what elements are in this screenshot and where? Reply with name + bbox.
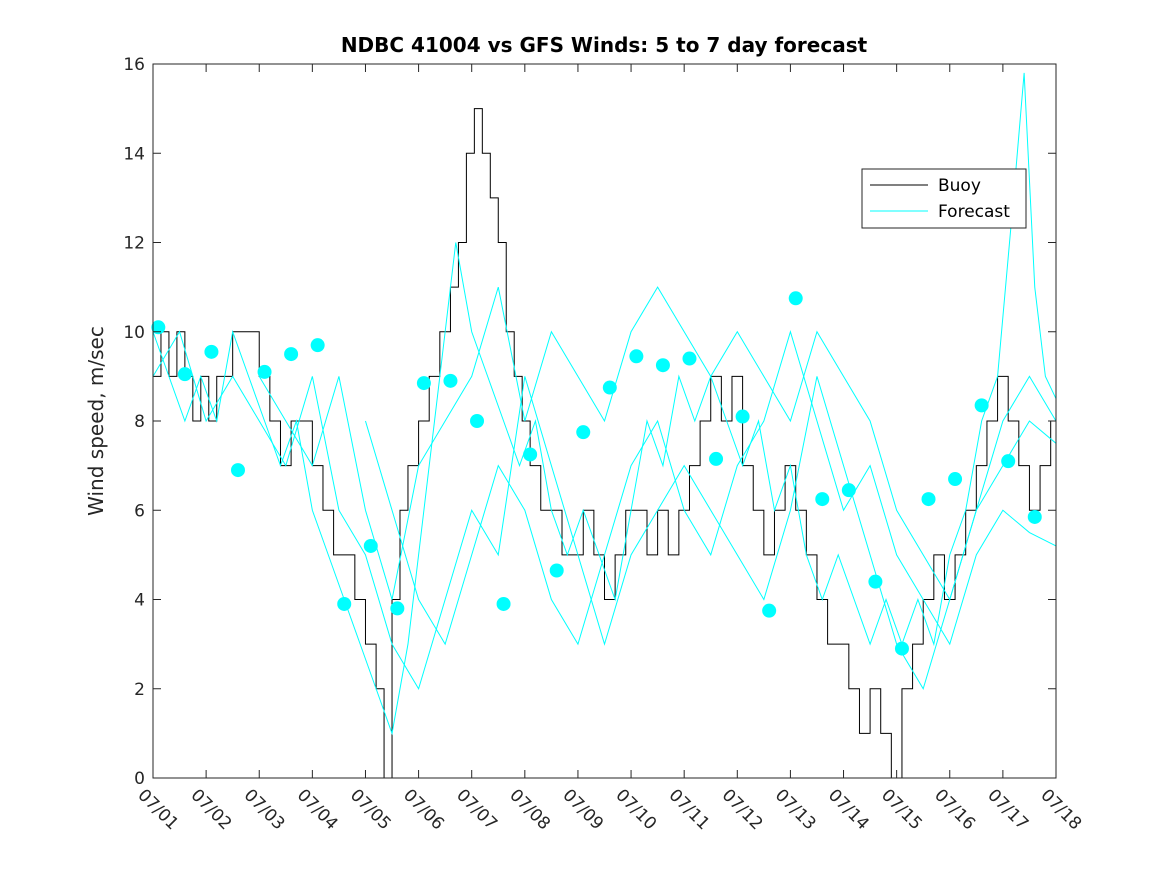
- legend-entry-buoy: Buoy: [938, 176, 981, 196]
- x-tick-label: 07/01: [133, 785, 182, 834]
- y-tick-label: 16: [123, 55, 145, 75]
- forecast-line: [258, 286, 1057, 601]
- x-tick-label: 07/06: [399, 785, 448, 834]
- plot-area: [151, 72, 1057, 779]
- forecast-marker: [549, 563, 564, 578]
- forecast-marker: [257, 364, 272, 379]
- y-tick-label: 6: [134, 501, 145, 521]
- y-tick-label: 2: [134, 680, 145, 700]
- y-axis-label: Wind speed, m/sec: [84, 326, 108, 516]
- forecast-marker: [416, 376, 431, 391]
- forecast-marker: [151, 320, 166, 335]
- forecast-marker: [921, 492, 936, 507]
- y-tick-label: 10: [123, 323, 145, 343]
- forecast-marker: [363, 538, 378, 553]
- x-tick-label: 07/15: [877, 785, 926, 834]
- forecast-marker: [523, 447, 538, 462]
- y-tick-label: 0: [134, 769, 145, 789]
- forecast-marker: [868, 574, 883, 589]
- forecast-marker: [788, 291, 803, 306]
- forecast-marker: [841, 483, 856, 498]
- forecast-marker: [1027, 509, 1042, 524]
- x-tick-label: 07/14: [824, 785, 873, 834]
- forecast-marker: [177, 367, 192, 382]
- y-tick-label: 12: [123, 234, 145, 254]
- x-tick-label: 07/07: [452, 785, 501, 834]
- forecast-marker: [629, 349, 644, 364]
- x-tick-label: 07/18: [1036, 785, 1085, 834]
- y-tick-label: 4: [134, 591, 145, 611]
- forecast-marker: [974, 398, 989, 413]
- chart-title: NDBC 41004 vs GFS Winds: 5 to 7 day fore…: [341, 33, 868, 57]
- forecast-marker: [576, 425, 591, 440]
- legend-entry-forecast: Forecast: [938, 202, 1010, 222]
- forecast-marker: [602, 380, 617, 395]
- forecast-marker: [284, 347, 299, 362]
- y-tick-label: 14: [123, 144, 145, 164]
- forecast-marker: [948, 472, 963, 487]
- forecast-marker: [310, 338, 325, 353]
- x-tick-label: 07/17: [983, 785, 1032, 834]
- series-buoy-0: [153, 108, 1052, 779]
- forecast-marker: [390, 601, 405, 616]
- series-forecast-3: [258, 286, 1057, 601]
- x-tick-label: 07/12: [718, 785, 767, 834]
- x-tick-label: 07/10: [612, 785, 661, 834]
- series-forecast-5: [151, 291, 1042, 656]
- x-tick-label: 07/11: [665, 785, 714, 834]
- forecast-marker: [337, 596, 352, 611]
- legend-box: [861, 168, 1027, 229]
- forecast-marker: [762, 603, 777, 618]
- x-tick-label: 07/08: [505, 785, 554, 834]
- forecast-marker: [735, 409, 750, 424]
- forecast-marker: [230, 463, 245, 478]
- forecast-marker: [815, 492, 830, 507]
- series-forecast-4: [364, 329, 1057, 646]
- forecast-marker: [1001, 454, 1016, 469]
- forecast-marker: [496, 596, 511, 611]
- x-tick-label: 07/16: [930, 785, 979, 834]
- forecast-marker: [204, 344, 219, 359]
- y-tick-label: 8: [134, 412, 145, 432]
- forecast-marker: [443, 373, 458, 388]
- x-tick-label: 07/09: [558, 785, 607, 834]
- legend: Buoy Forecast: [861, 168, 1027, 229]
- forecast-marker: [470, 414, 485, 428]
- forecast-line: [364, 329, 1057, 646]
- x-tick-label: 07/13: [771, 785, 820, 834]
- x-tick-label: 07/03: [240, 785, 289, 834]
- series-forecast-1: [152, 72, 1057, 736]
- x-tick-label: 07/04: [293, 785, 342, 834]
- forecast-line: [152, 72, 1057, 736]
- forecast-marker: [894, 641, 909, 656]
- x-tick-label: 07/02: [187, 785, 236, 834]
- forecast-marker: [682, 351, 697, 366]
- forecast-line: [152, 330, 1057, 690]
- buoy-line: [153, 108, 1052, 779]
- series-forecast-2: [152, 330, 1057, 690]
- x-tick-label: 07/05: [346, 785, 395, 834]
- forecast-marker: [655, 358, 670, 373]
- forecast-marker: [709, 451, 724, 466]
